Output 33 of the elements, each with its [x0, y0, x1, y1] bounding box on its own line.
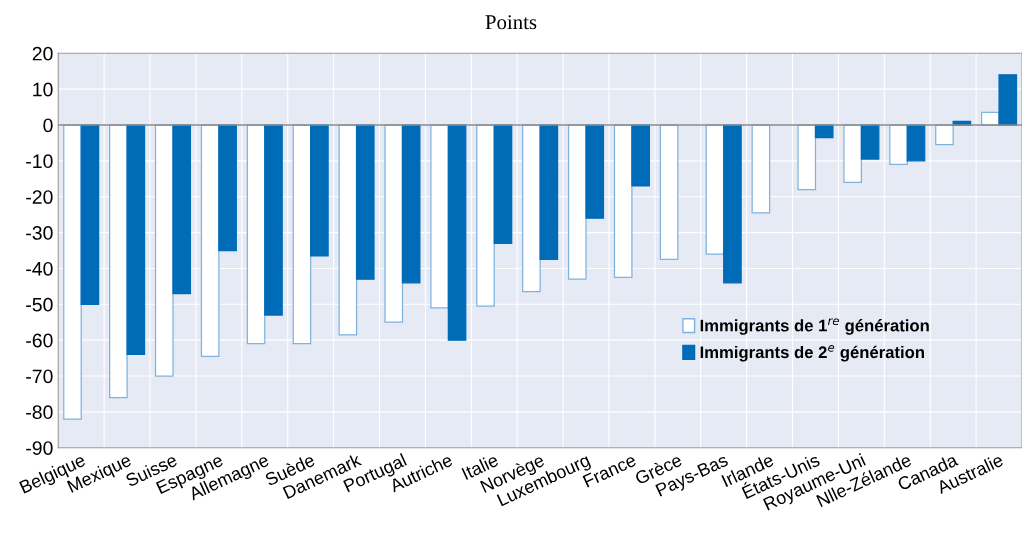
y-tick-label: -40: [26, 261, 53, 276]
bar: [80, 124, 100, 305]
bar: [355, 124, 375, 280]
y-tick-label: -50: [26, 297, 53, 312]
y-tick-label: 10: [33, 82, 53, 97]
bar: [264, 124, 283, 316]
bar: [723, 124, 742, 284]
bar: [860, 124, 880, 160]
bar: [906, 124, 926, 162]
y-tick-label: 20: [32, 46, 53, 61]
y-tick-label: -30: [26, 226, 53, 240]
bar: [998, 74, 1018, 126]
bar: [631, 124, 650, 187]
y-tick-label: -80: [26, 405, 53, 420]
y-tick-label: -70: [26, 369, 53, 384]
bar: [126, 124, 146, 356]
y-tick-label: -60: [26, 333, 53, 348]
bar: [493, 124, 513, 244]
chart-title: Points: [485, 15, 537, 30]
bar: [935, 124, 954, 146]
bar: [539, 124, 559, 261]
bar: [585, 124, 605, 219]
y-tick-label: -10: [26, 154, 53, 169]
legend-label: Immigrants de 2$^{e}$ génération: [700, 345, 924, 362]
bar: [218, 124, 237, 252]
y-tick-label: 0: [43, 118, 53, 133]
bar: [401, 124, 421, 284]
legend-label: Immigrants de 1$^{re}$ génération: [700, 318, 929, 335]
bar: [447, 124, 467, 341]
bar: [310, 124, 329, 257]
bar: [172, 124, 192, 295]
y-tick-label: -20: [26, 190, 53, 204]
y-tick-label: -90: [26, 441, 53, 455]
